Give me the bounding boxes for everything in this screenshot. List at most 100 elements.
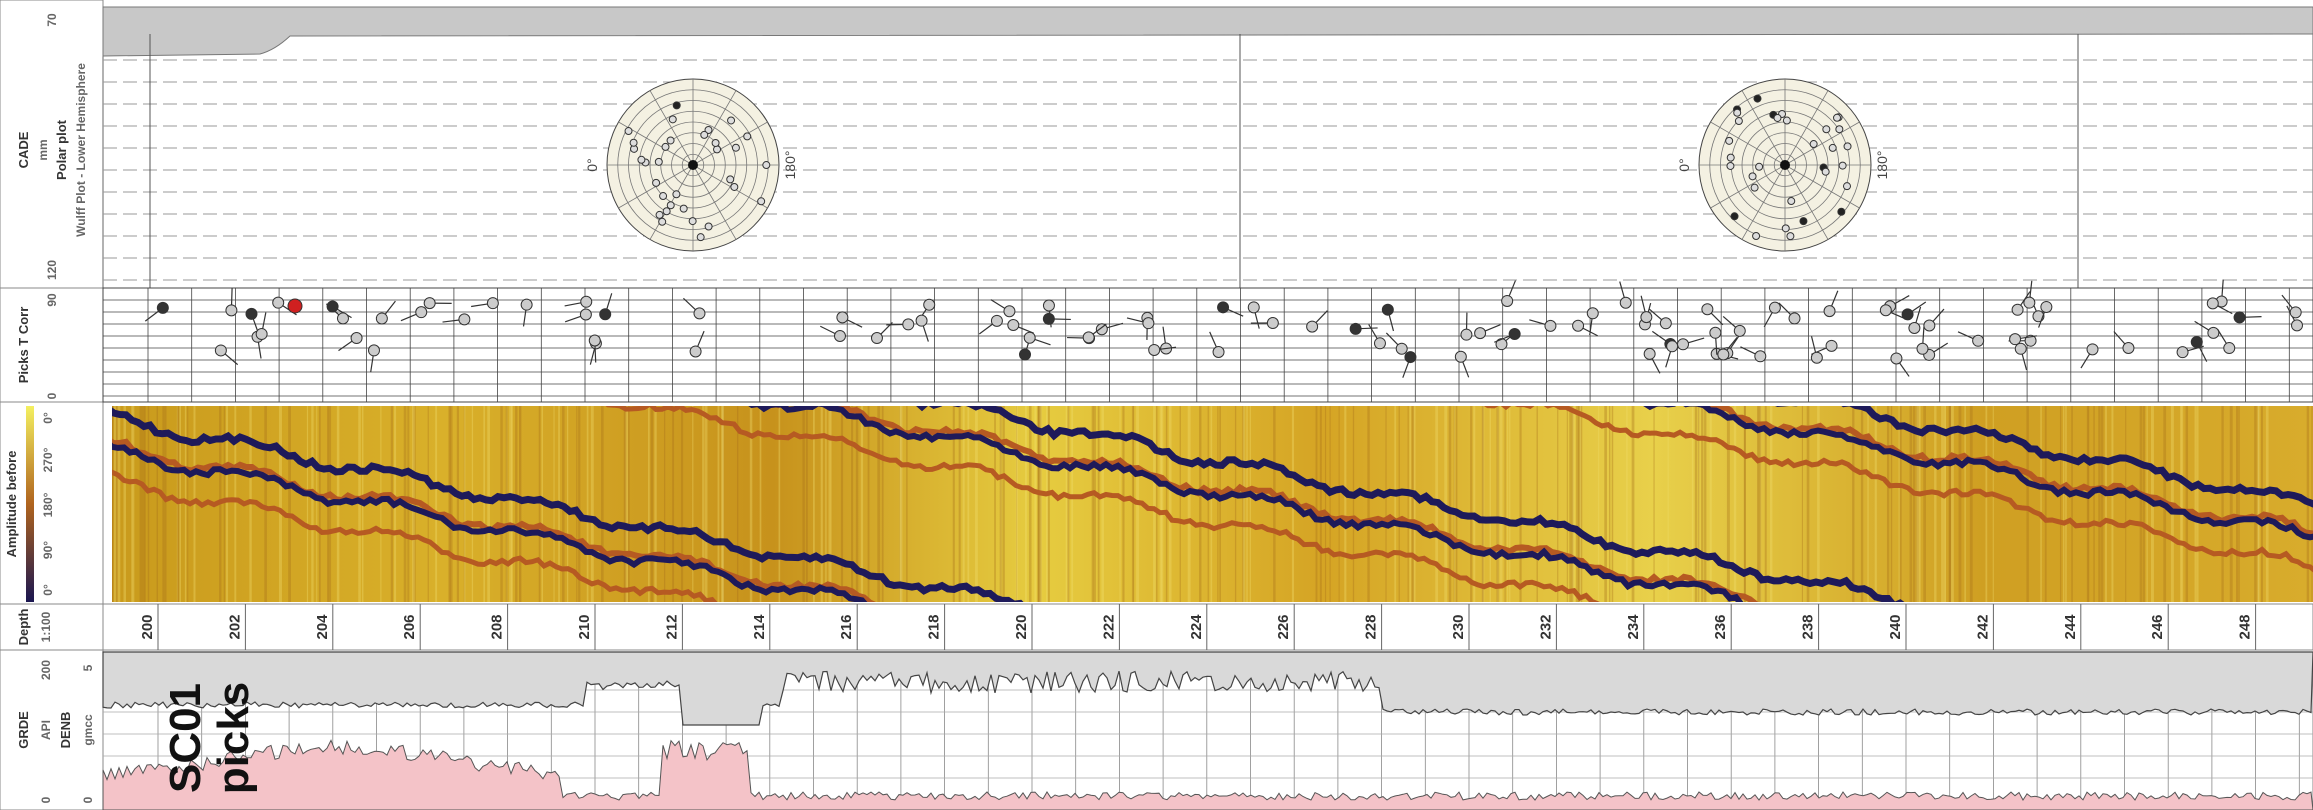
pick: [588, 334, 601, 347]
pick: [1825, 339, 1838, 352]
polar-point: [1734, 117, 1743, 126]
polar-point: [1799, 217, 1808, 226]
pick: [689, 345, 702, 358]
scale-label: 90°: [41, 541, 55, 559]
color-bar: [26, 406, 34, 602]
pick: [1890, 352, 1903, 365]
amplitude-image: [112, 406, 2313, 602]
polar-spoke: [1741, 90, 1786, 166]
polar-spoke: [692, 164, 737, 240]
pick: [1142, 317, 1155, 330]
curve-name: DENB: [58, 712, 73, 749]
pick: [1266, 317, 1279, 330]
pick: [902, 318, 915, 331]
pick: [2011, 303, 2024, 316]
polar-spoke: [1784, 164, 1860, 209]
polar-spoke: [1741, 164, 1786, 240]
pick: [599, 308, 612, 321]
amplitude-band: [112, 438, 876, 602]
pick: [1768, 301, 1781, 314]
pick: [2122, 342, 2135, 355]
pick: [2291, 319, 2304, 332]
pick: [1095, 323, 1108, 336]
depth-label: 216: [838, 614, 855, 639]
polar-point: [668, 115, 677, 124]
pick: [2207, 326, 2220, 339]
amplitude-band: [748, 406, 1744, 602]
track-name: Depth: [16, 609, 31, 646]
pick: [2009, 333, 2022, 346]
polar-point: [661, 142, 670, 151]
polar-spoke: [1784, 164, 1829, 240]
pick: [1042, 312, 1055, 325]
polar-point: [629, 138, 638, 147]
annotation: SC01: [161, 683, 210, 793]
pick: [1810, 351, 1823, 364]
pick: [1082, 331, 1095, 344]
pick: [693, 307, 706, 320]
scale-label: 270°: [41, 447, 55, 472]
pick: [1619, 296, 1632, 309]
polar-point: [688, 217, 697, 226]
polar-point: [1752, 231, 1761, 240]
pick: [1007, 318, 1020, 331]
polar-point: [672, 101, 681, 110]
pick: [2233, 311, 2246, 324]
amplitude-band: [112, 469, 718, 602]
pick: [1754, 350, 1767, 363]
polar-point: [1730, 212, 1739, 221]
pick: [156, 301, 169, 314]
polar-point: [1828, 143, 1837, 152]
pick: [836, 311, 849, 324]
pick: [225, 304, 238, 317]
pick: [580, 295, 593, 308]
polar-spoke: [1710, 121, 1786, 166]
scale-label: 0: [45, 392, 59, 399]
pick: [1916, 342, 1929, 355]
pick: [1544, 319, 1557, 332]
polar-point: [711, 139, 720, 148]
depth-label: 248: [2237, 614, 2254, 639]
pick: [1717, 348, 1730, 361]
polar-label: 0°: [584, 158, 600, 171]
depth-label: 212: [663, 614, 680, 639]
polar-point: [1726, 161, 1735, 170]
pick: [367, 344, 380, 357]
polar-point: [1809, 140, 1818, 149]
pick: [1572, 319, 1585, 332]
pick: [520, 298, 533, 311]
depth-label: 224: [1188, 614, 1205, 640]
polar-point: [637, 155, 646, 164]
scale-label: 5: [81, 664, 95, 671]
annotation: picks: [209, 682, 258, 795]
pick: [415, 306, 428, 319]
pick: [2040, 300, 2053, 313]
pick: [1501, 294, 1514, 307]
pick: [1788, 312, 1801, 325]
pick: [1908, 322, 1921, 335]
polar-point: [652, 178, 661, 187]
polar-center: [1780, 160, 1790, 170]
pick: [1666, 340, 1679, 353]
curve-unit: API: [39, 720, 53, 740]
pick: [1972, 334, 1985, 347]
depth-label: 244: [2062, 614, 2079, 640]
pick: [1349, 322, 1362, 335]
polar-point: [1842, 182, 1851, 191]
polar-point: [700, 130, 709, 139]
pick: [350, 332, 363, 345]
pick: [1404, 351, 1417, 364]
curve-unit: gmcc: [81, 714, 95, 746]
pick: [1586, 307, 1599, 320]
pick: [1003, 305, 1016, 318]
pick: [2176, 346, 2189, 359]
track-frame: [102, 603, 2313, 651]
pick: [1709, 326, 1722, 339]
pick: [1148, 343, 1161, 356]
pick: [458, 313, 471, 326]
pick: [1495, 338, 1508, 351]
pick: [1659, 317, 1672, 330]
pick: [1381, 303, 1394, 316]
depth-label: 234: [1625, 614, 1642, 640]
polar-point: [1733, 108, 1742, 117]
